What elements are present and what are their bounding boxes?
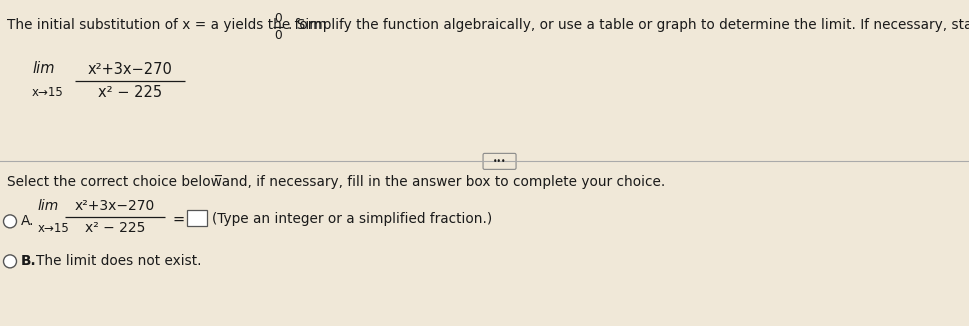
Text: A.: A. bbox=[21, 215, 35, 229]
Text: x² − 225: x² − 225 bbox=[84, 221, 145, 235]
Text: x²+3x−270: x²+3x−270 bbox=[75, 200, 155, 214]
Text: •••: ••• bbox=[492, 157, 506, 166]
Text: x²+3x−270: x²+3x−270 bbox=[87, 62, 172, 77]
Text: The initial substitution of x = a yields the form: The initial substitution of x = a yields… bbox=[7, 18, 327, 32]
Text: 0: 0 bbox=[274, 12, 282, 25]
Circle shape bbox=[4, 255, 16, 268]
Text: (Type an integer or a simplified fraction.): (Type an integer or a simplified fractio… bbox=[212, 212, 491, 226]
Text: =: = bbox=[172, 212, 185, 227]
Text: x→15: x→15 bbox=[32, 86, 64, 99]
Bar bbox=[187, 210, 206, 226]
Text: The limit does not exist.: The limit does not exist. bbox=[36, 254, 202, 268]
Circle shape bbox=[4, 215, 16, 228]
Text: 0: 0 bbox=[274, 29, 282, 42]
Text: lim: lim bbox=[38, 200, 59, 214]
Text: lim: lim bbox=[32, 61, 54, 76]
Text: x² − 225: x² − 225 bbox=[98, 85, 162, 100]
Text: B.: B. bbox=[21, 254, 37, 268]
Text: Select the correct choice below̅and, if necessary, fill in the answer box to com: Select the correct choice below̅and, if … bbox=[7, 175, 665, 189]
FancyBboxPatch shape bbox=[483, 153, 516, 170]
Text: x→15: x→15 bbox=[38, 222, 70, 235]
Text: . Simplify the function algebraically, or use a table or graph to determine the : . Simplify the function algebraically, o… bbox=[288, 18, 969, 32]
